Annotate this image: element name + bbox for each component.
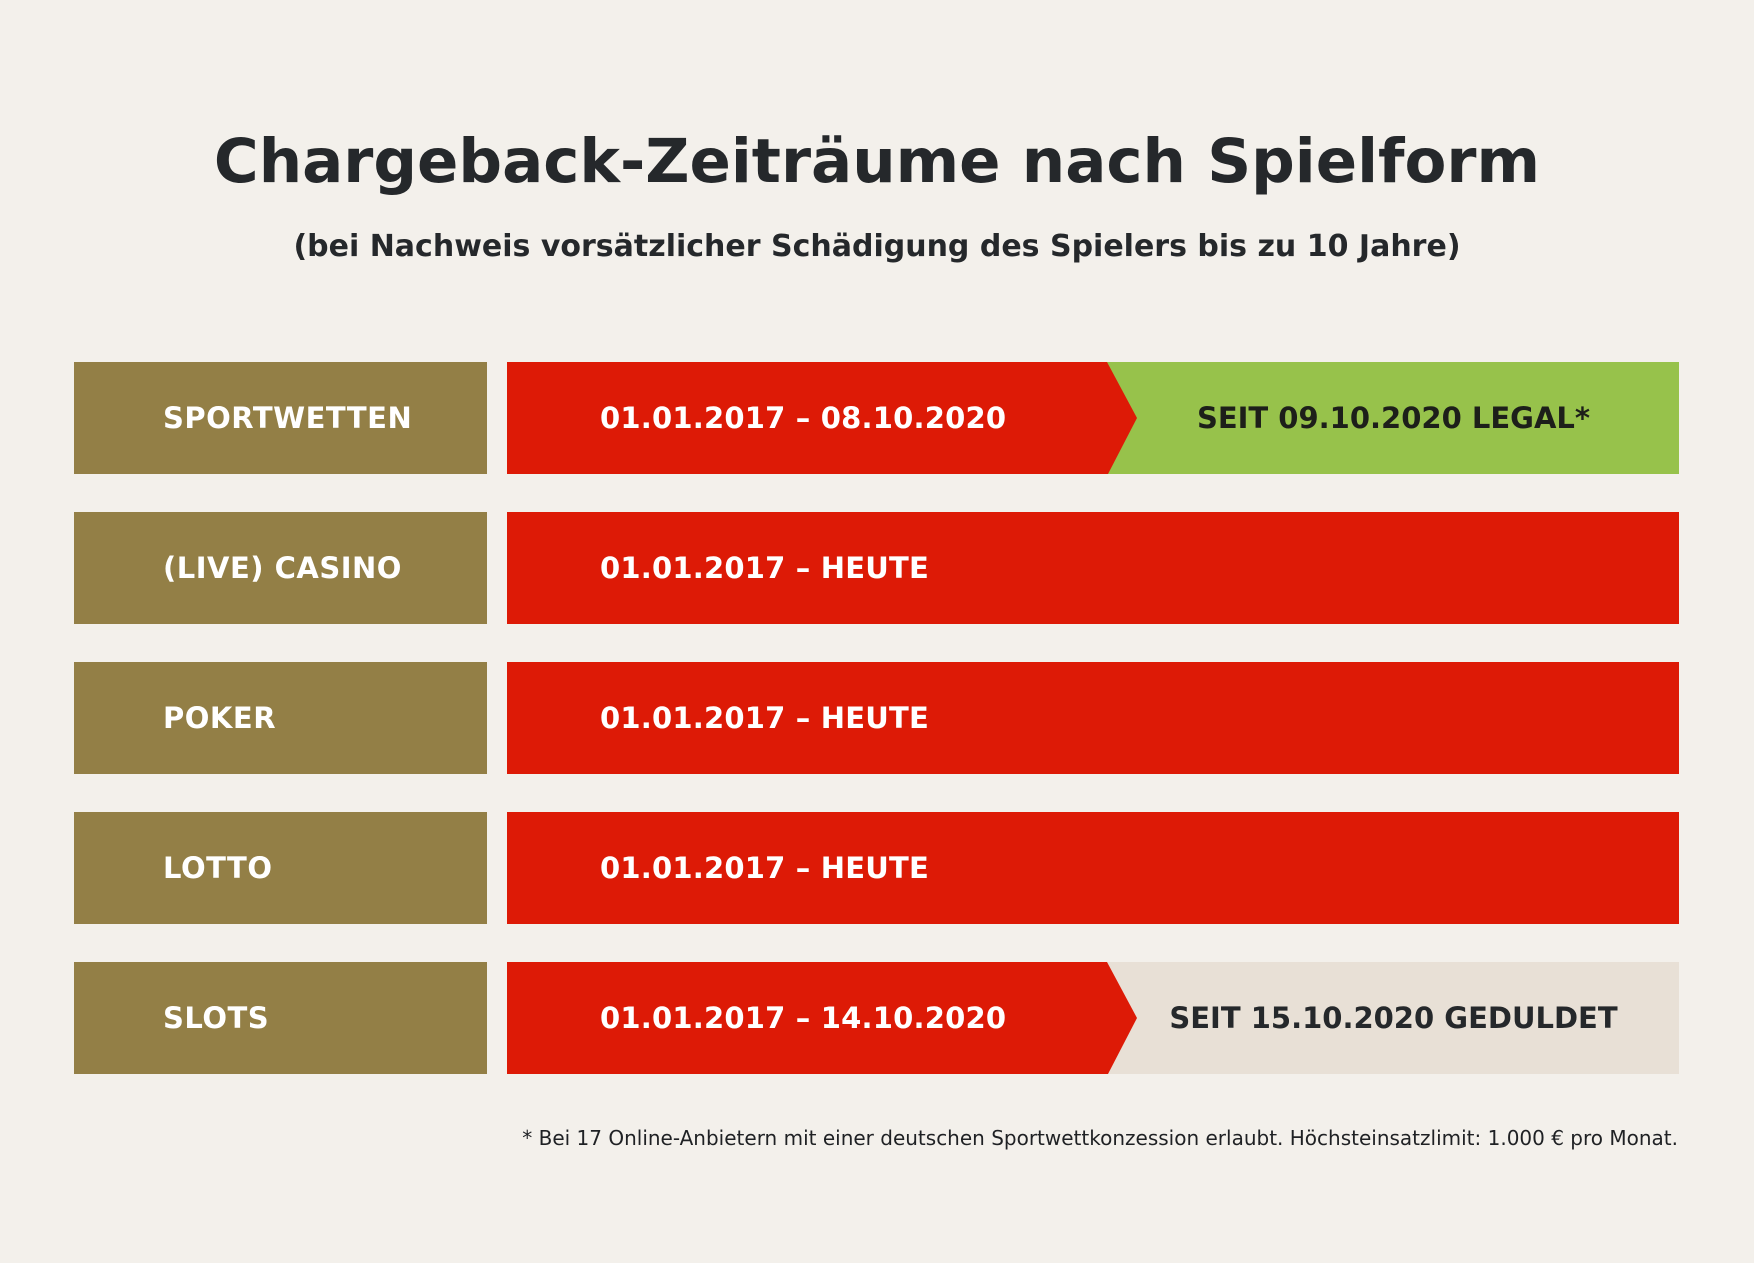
row-poker: POKER 01.01.2017 – HEUTE xyxy=(74,662,1679,774)
chargeback-period-text: 01.01.2017 – HEUTE xyxy=(600,551,929,585)
row-slots: SLOTS 01.01.2017 – 14.10.2020 SEIT 15.10… xyxy=(74,962,1679,1074)
timeline-bar: 01.01.2017 – HEUTE xyxy=(507,512,1679,624)
chargeback-period-segment xyxy=(507,812,1679,924)
timeline-bar: 01.01.2017 – 14.10.2020 SEIT 15.10.2020 … xyxy=(507,962,1679,1074)
tolerated-status-text: SEIT 15.10.2020 GEDULDET xyxy=(1169,1001,1618,1035)
legal-status-text: SEIT 09.10.2020 LEGAL* xyxy=(1196,401,1591,435)
row-live-casino: (LIVE) CASINO 01.01.2017 – HEUTE xyxy=(74,512,1679,624)
chargeback-period-arrow xyxy=(507,962,1137,1074)
chargeback-period-arrow xyxy=(507,362,1137,474)
chargeback-period-text: 01.01.2017 – HEUTE xyxy=(600,851,929,885)
game-type-label: SPORTWETTEN xyxy=(74,362,487,474)
game-type-label: (LIVE) CASINO xyxy=(74,512,487,624)
chargeback-period-text: 01.01.2017 – HEUTE xyxy=(600,701,929,735)
row-sportwetten: SPORTWETTEN 01.01.2017 – 08.10.2020 SEIT… xyxy=(74,362,1679,474)
chargeback-period-segment xyxy=(507,512,1679,624)
timeline-bar: 01.01.2017 – 08.10.2020 SEIT 09.10.2020 … xyxy=(507,362,1679,474)
footnote: * Bei 17 Online-Anbietern mit einer deut… xyxy=(522,1126,1678,1150)
timeline-bar: 01.01.2017 – HEUTE xyxy=(507,812,1679,924)
timeline-bar: 01.01.2017 – HEUTE xyxy=(507,662,1679,774)
game-type-label: SLOTS xyxy=(74,962,487,1074)
game-type-label: LOTTO xyxy=(74,812,487,924)
game-type-label: POKER xyxy=(74,662,487,774)
row-lotto: LOTTO 01.01.2017 – HEUTE xyxy=(74,812,1679,924)
chargeback-period-segment xyxy=(507,662,1679,774)
page-subtitle: (bei Nachweis vorsätzlicher Schädigung d… xyxy=(293,229,1461,264)
page-title: Chargeback-Zeiträume nach Spielform xyxy=(213,126,1541,197)
chargeback-period-text: 01.01.2017 – 14.10.2020 xyxy=(600,1001,1007,1035)
chargeback-period-text: 01.01.2017 – 08.10.2020 xyxy=(600,401,1007,435)
